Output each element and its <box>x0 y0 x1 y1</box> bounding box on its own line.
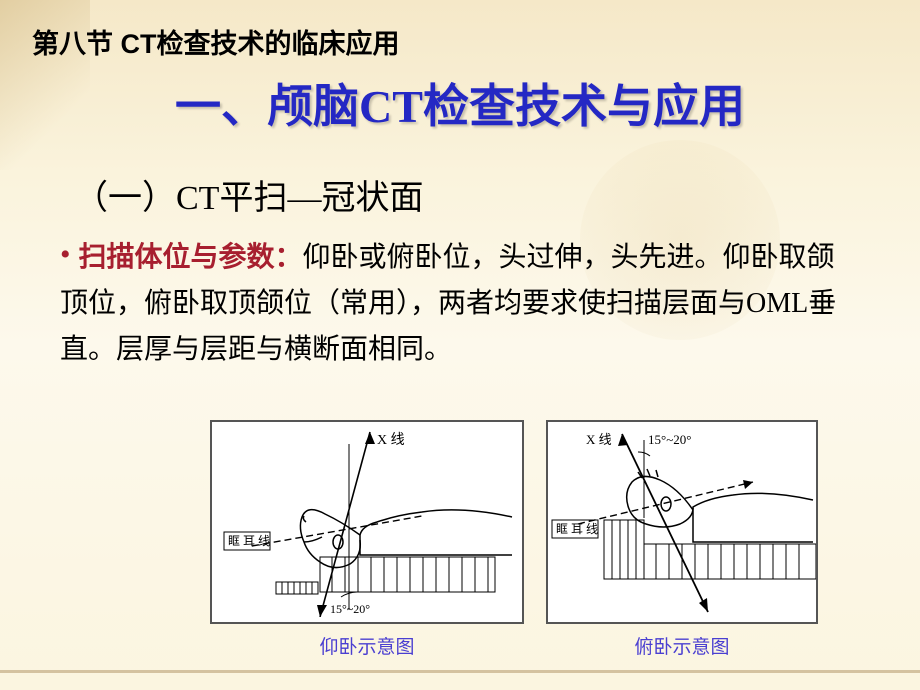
figures-row: X 线 眶 耳 线 15°~20° 仰卧示意图 <box>210 420 818 659</box>
sub-heading: （一）CT平扫—冠状面 <box>74 170 423 219</box>
bottom-border <box>0 670 920 690</box>
figure-prone-box: X 线 15°~20° 眶 耳 线 <box>546 420 818 624</box>
section-label: 第八节 CT检查技术的临床应用 <box>32 22 400 61</box>
xray-label-2: X 线 <box>586 432 612 447</box>
param-label: 扫描体位与参数： <box>79 242 303 273</box>
prone-diagram-icon: X 线 15°~20° 眶 耳 线 <box>548 422 816 617</box>
xray-angle-2: 15°~20° <box>648 432 691 447</box>
eyeear-label-2: 眶 耳 线 <box>556 522 598 536</box>
xray-label: X 线 <box>377 432 405 448</box>
figure-supine: X 线 眶 耳 线 15°~20° 仰卧示意图 <box>210 420 524 659</box>
angle-label: 15°~20° <box>330 602 370 616</box>
supine-diagram-icon: X 线 眶 耳 线 15°~20° <box>212 422 522 617</box>
eyeear-label: 眶 耳 线 <box>228 534 270 548</box>
page-title: 一、颅脑CT检查技术与应用 <box>0 70 920 136</box>
figure-supine-box: X 线 眶 耳 线 15°~20° <box>210 420 524 624</box>
figure-supine-caption: 仰卧示意图 <box>319 632 414 659</box>
bullet-icon: • <box>60 238 71 271</box>
figure-prone-caption: 俯卧示意图 <box>634 632 729 659</box>
body-paragraph: •扫描体位与参数：仰卧或俯卧位，头过伸，头先进。仰卧取颌顶位，俯卧取顶颌位（常用… <box>60 230 860 374</box>
figure-prone: X 线 15°~20° 眶 耳 线 俯卧示意图 <box>546 420 818 659</box>
